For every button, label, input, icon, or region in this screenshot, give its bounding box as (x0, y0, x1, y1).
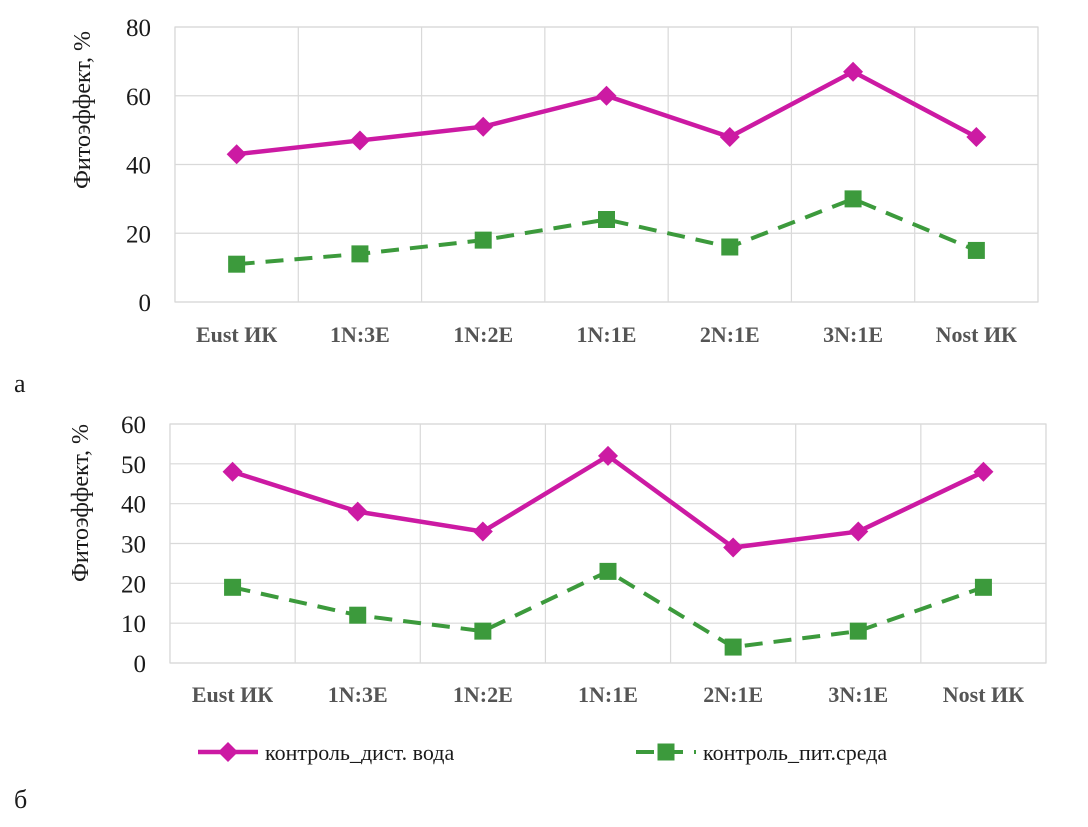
series-1 (222, 445, 994, 558)
y-tick-label: 0 (134, 651, 147, 678)
legend-label: контроль_пит.среда (703, 740, 887, 765)
x-tick-label: Nost ИК (936, 322, 1017, 347)
x-tick-label: 1N:1E (578, 682, 638, 707)
data-point (598, 211, 615, 228)
data-point (724, 638, 742, 656)
x-tick-label: 1N:2E (453, 322, 513, 347)
x-tick-label: Eust ИК (196, 322, 277, 347)
data-point (596, 85, 617, 106)
data-point (474, 622, 492, 640)
data-point (224, 578, 242, 596)
legend-marker (657, 743, 675, 761)
data-point (719, 127, 740, 147)
plot-area-border (174, 26, 1039, 303)
x-tick-label: 1N:1E (577, 322, 637, 347)
data-point (599, 562, 617, 580)
y-tick-label: 40 (126, 153, 151, 180)
y-axis-label: Фитоэффект, % (70, 31, 96, 189)
data-point (966, 127, 987, 147)
y-tick-label: 10 (121, 611, 146, 638)
legend-item-2: контроль_пит.среда (636, 740, 887, 765)
series-2 (228, 190, 985, 273)
data-point (347, 501, 368, 522)
x-tick-label: 2N:1E (700, 322, 760, 347)
y-tick-label: 60 (126, 84, 151, 111)
data-point (844, 190, 862, 208)
plot-area-border (169, 423, 1047, 664)
x-tick-label: Nost ИК (943, 682, 1024, 707)
data-point (849, 622, 867, 640)
series-2 (224, 562, 992, 656)
legend-marker (218, 742, 238, 762)
y-tick-label: 80 (126, 15, 151, 42)
data-point (598, 445, 618, 466)
data-point (349, 130, 370, 151)
series-line (236, 196, 978, 267)
series-line (231, 453, 985, 550)
x-tick-label: Eust ИК (192, 682, 273, 707)
x-tick-label: 3N:1E (823, 322, 883, 347)
data-point (349, 606, 367, 624)
y-tick-label: 30 (121, 532, 146, 559)
data-point (472, 521, 493, 542)
data-point (474, 231, 492, 249)
x-tick-label: 1N:2E (453, 682, 513, 707)
panel-label-b: б (14, 785, 27, 814)
x-tick-label: 1N:3E (330, 322, 390, 347)
y-tick-label: 20 (121, 571, 146, 598)
data-point (848, 521, 869, 542)
chart-b: 0 10 20 30 40 50 60 Eust ИК 1N:3E 1N:2E 1N:1E 2N:1E… (68, 412, 1047, 707)
panel-label-a: а (14, 369, 26, 398)
legend: контроль_дист. вода контроль_пит.среда (198, 740, 887, 765)
series-1 (226, 61, 987, 165)
chart-a: 0 20 40 60 80 Eust ИК 1N:3E 1N:2E 1N:1E 2N:1E 3N:1… (70, 15, 1039, 347)
data-point (222, 461, 243, 482)
data-point (973, 461, 994, 482)
data-point (473, 116, 494, 137)
y-tick-label: 60 (121, 412, 146, 439)
data-point (967, 241, 985, 259)
data-point (351, 245, 369, 263)
y-tick-label: 40 (121, 492, 146, 519)
y-tick-label: 50 (121, 452, 146, 479)
legend-item-1: контроль_дист. вода (198, 740, 454, 765)
data-point (226, 144, 247, 165)
data-point (228, 255, 246, 273)
series-line (236, 69, 978, 157)
y-axis-label: Фитоэффект, % (68, 424, 94, 582)
data-point (721, 238, 739, 256)
y-tick-label: 0 (139, 290, 152, 317)
legend-label: контроль_дист. вода (265, 740, 454, 765)
y-tick-label: 20 (126, 221, 151, 248)
x-tick-label: 2N:1E (703, 682, 763, 707)
gridlines (174, 26, 1039, 303)
data-point (974, 578, 992, 596)
data-point (723, 537, 744, 558)
data-point (843, 61, 864, 82)
x-tick-label: 3N:1E (828, 682, 888, 707)
x-tick-label: 1N:3E (328, 682, 388, 707)
